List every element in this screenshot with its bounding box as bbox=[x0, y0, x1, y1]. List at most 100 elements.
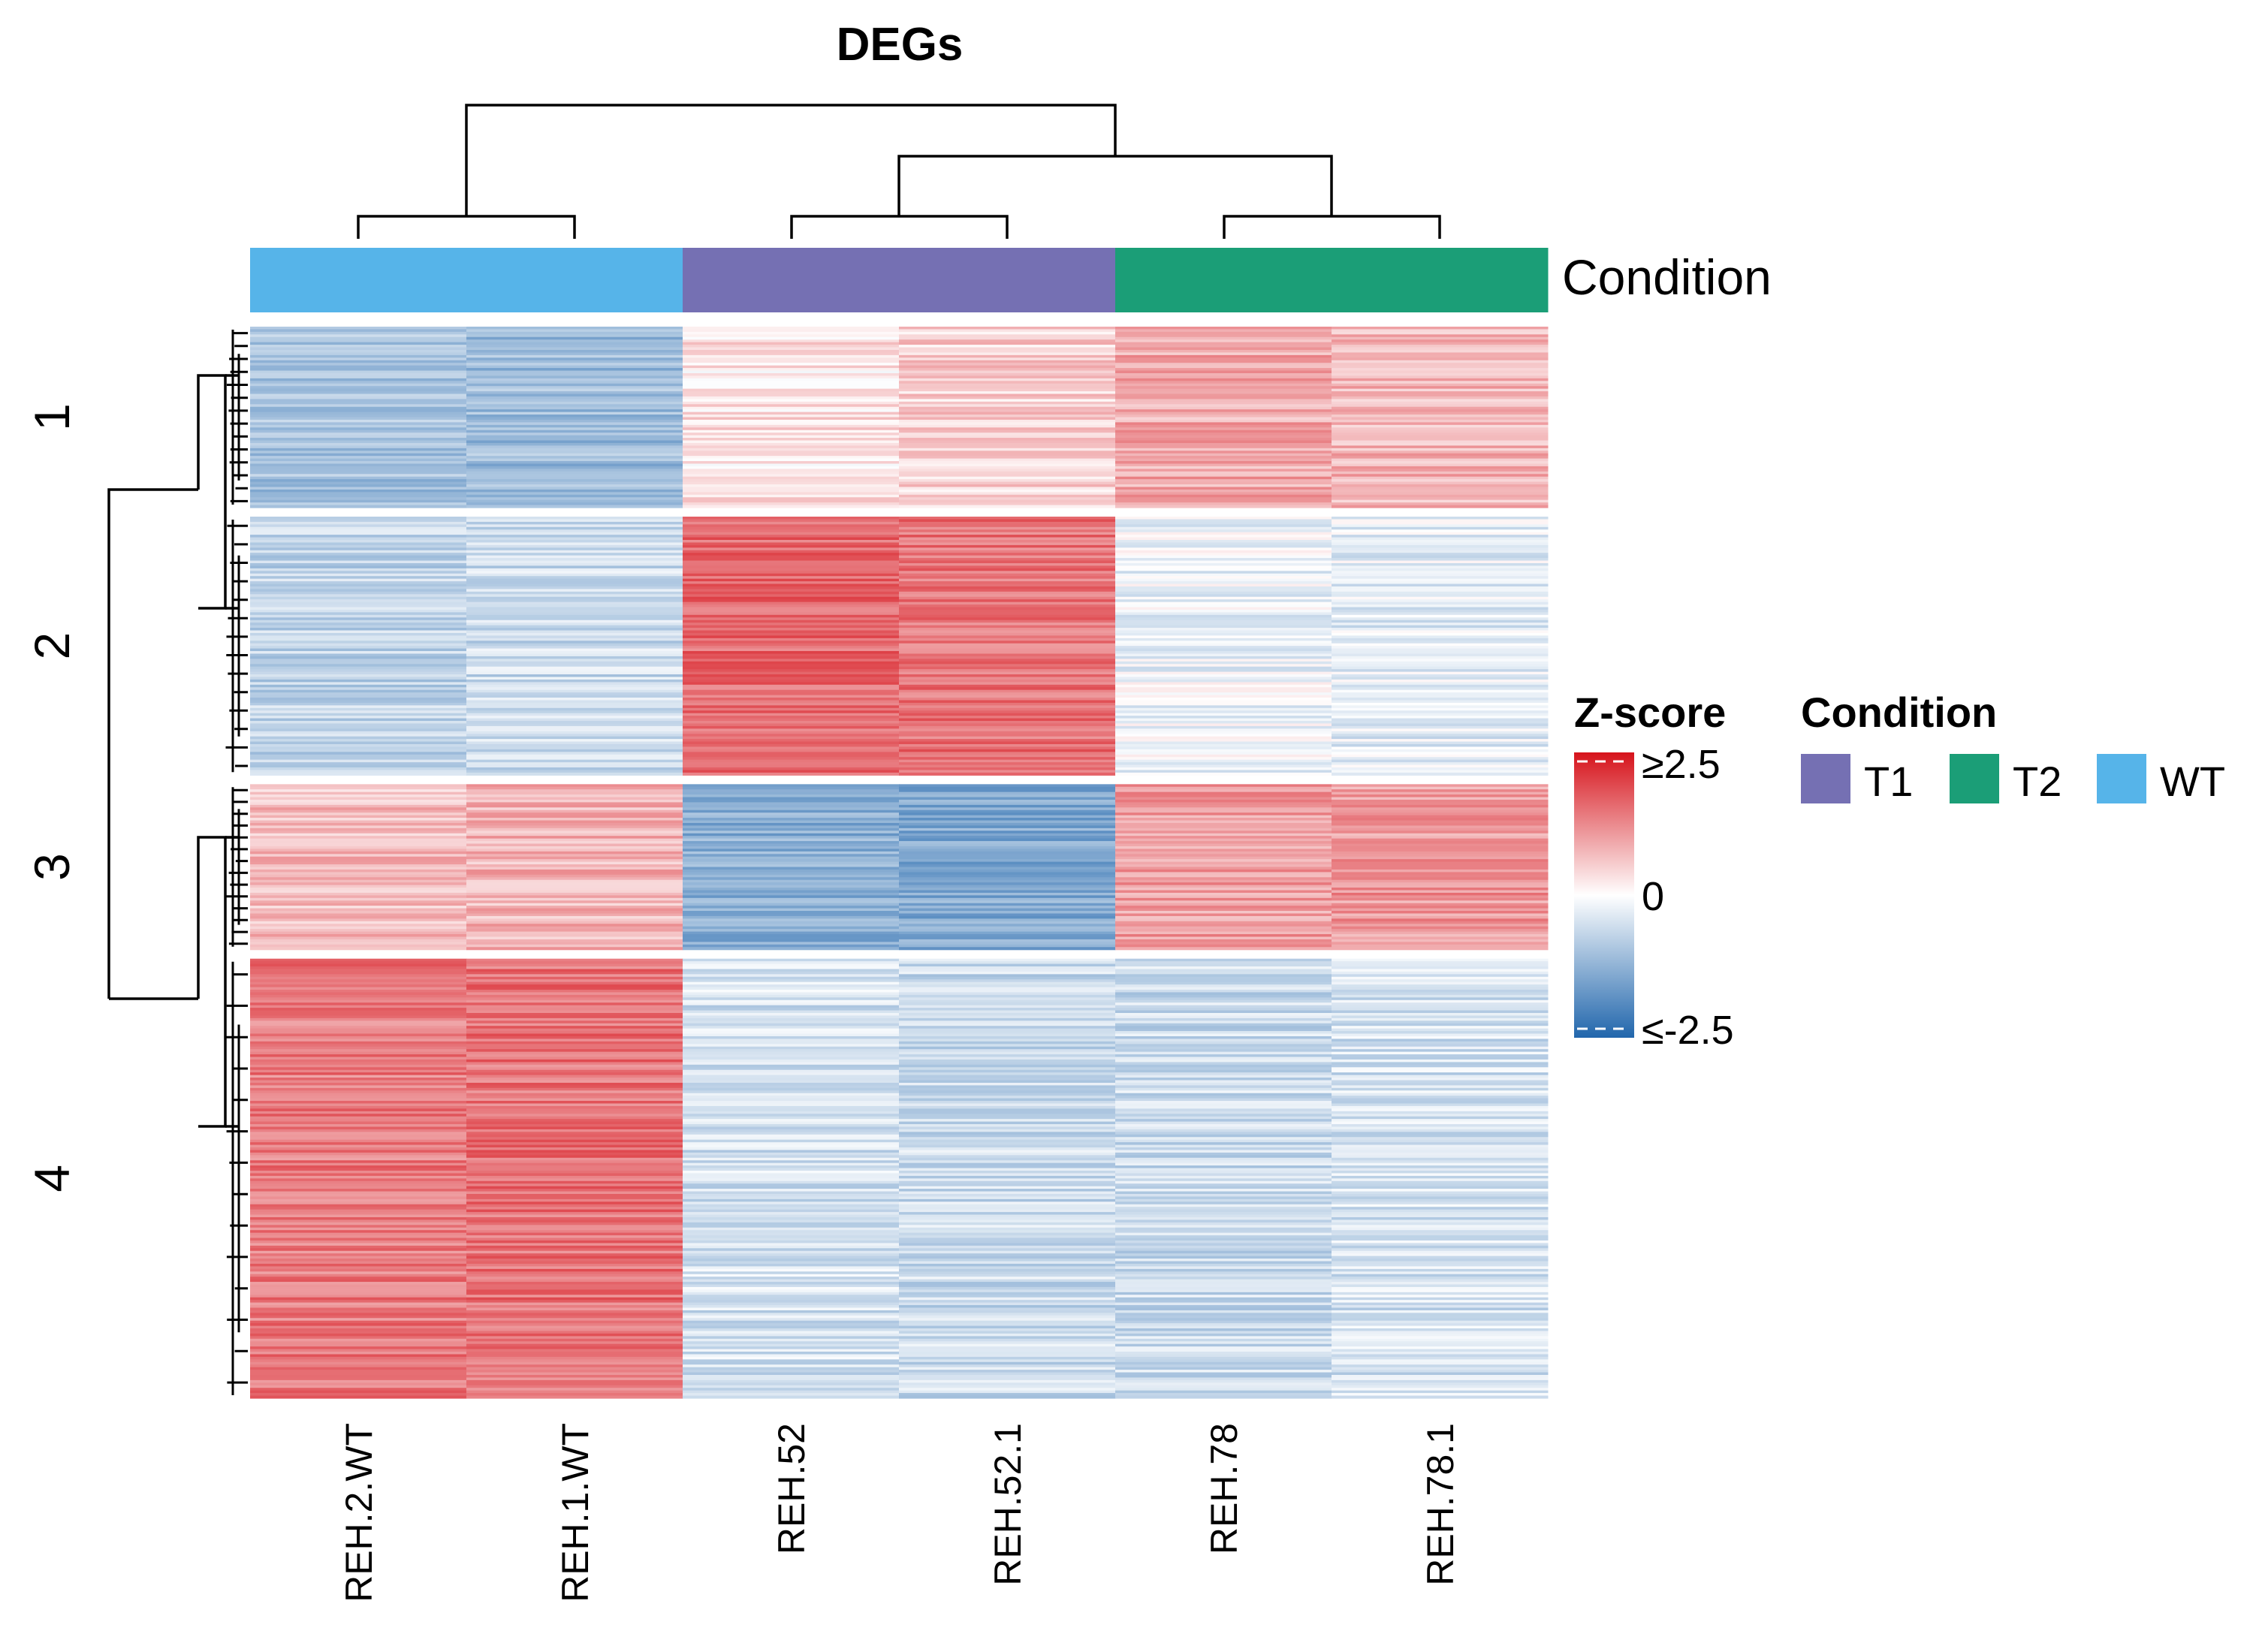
heatmap-cell bbox=[250, 1157, 467, 1161]
heatmap-cell bbox=[683, 1126, 900, 1130]
heatmap-cell bbox=[466, 327, 683, 330]
heatmap-cell bbox=[466, 1194, 683, 1198]
heatmap-cell bbox=[683, 646, 900, 650]
heatmap-cell bbox=[1332, 1346, 1549, 1350]
heatmap-cell bbox=[1332, 664, 1549, 668]
heatmap-cell bbox=[466, 502, 683, 506]
heatmap-cell bbox=[899, 404, 1116, 408]
heatmap-cell bbox=[1332, 535, 1549, 538]
heatmap-cell bbox=[1115, 1039, 1332, 1042]
heatmap-cell bbox=[683, 1393, 900, 1397]
heatmap-cell bbox=[1332, 1139, 1549, 1143]
heatmap-cell bbox=[899, 1370, 1116, 1373]
heatmap-cell bbox=[683, 1157, 900, 1161]
heatmap-cell bbox=[683, 1194, 900, 1198]
heatmap-cell bbox=[1332, 430, 1549, 433]
heatmap-cell bbox=[466, 336, 683, 340]
heatmap-cell bbox=[1332, 417, 1549, 421]
heatmap-cell bbox=[683, 365, 900, 369]
heatmap-cell bbox=[250, 1080, 467, 1084]
heatmap-cell bbox=[1332, 659, 1549, 662]
heatmap-cell bbox=[899, 1302, 1116, 1306]
heatmap-cell bbox=[899, 958, 1116, 962]
heatmap-cell bbox=[683, 906, 900, 909]
heatmap-cell bbox=[1115, 1219, 1332, 1223]
heatmap-cell bbox=[466, 1216, 683, 1221]
heatmap-cell bbox=[1332, 809, 1549, 813]
heatmap-cell bbox=[250, 1186, 467, 1189]
heatmap-cell bbox=[1115, 707, 1332, 711]
heatmap-cell bbox=[899, 913, 1116, 917]
heatmap-cell bbox=[250, 411, 467, 415]
heatmap-cell bbox=[466, 666, 683, 670]
heatmap-cell bbox=[250, 1031, 467, 1035]
heatmap-cell bbox=[1115, 1282, 1332, 1286]
heatmap-cell bbox=[1332, 329, 1549, 333]
heatmap-cell bbox=[1332, 918, 1549, 922]
heatmap-cell bbox=[1115, 854, 1332, 858]
heatmap-cell bbox=[250, 841, 467, 845]
heatmap-cell bbox=[899, 1137, 1116, 1141]
heatmap-cell bbox=[250, 1015, 467, 1019]
heatmap-cell bbox=[466, 1036, 683, 1040]
heatmap-cell bbox=[899, 746, 1116, 750]
heatmap-cell bbox=[1115, 1134, 1332, 1138]
heatmap-cell bbox=[1332, 1152, 1549, 1156]
heatmap-cell bbox=[250, 1036, 467, 1040]
heatmap-cell bbox=[683, 334, 900, 338]
heatmap-cell bbox=[250, 799, 467, 803]
heatmap-cell bbox=[1115, 345, 1332, 348]
heatmap-cell bbox=[466, 1119, 683, 1123]
heatmap-cell bbox=[899, 1201, 1116, 1205]
heatmap-cell bbox=[683, 623, 900, 626]
heatmap-cell bbox=[466, 772, 683, 776]
heatmap-cell bbox=[250, 1352, 467, 1355]
heatmap-cell bbox=[1332, 963, 1549, 967]
heatmap-cell bbox=[466, 625, 683, 629]
heatmap-cell bbox=[1115, 1277, 1332, 1280]
heatmap-cell bbox=[899, 1320, 1116, 1324]
heatmap-cell bbox=[683, 1263, 900, 1267]
heatmap-cell bbox=[250, 1390, 467, 1394]
heatmap-cell bbox=[466, 1008, 683, 1011]
heatmap-cell bbox=[1332, 721, 1549, 725]
heatmap-cell bbox=[1332, 1180, 1549, 1184]
heatmap-cell bbox=[250, 1041, 467, 1045]
heatmap-cell bbox=[466, 499, 683, 503]
heatmap-cell bbox=[250, 1286, 467, 1290]
heatmap-cell bbox=[1332, 479, 1549, 483]
heatmap-cell bbox=[1115, 664, 1332, 668]
heatmap-cell bbox=[466, 354, 683, 358]
heatmap-cell bbox=[1332, 1132, 1549, 1135]
heatmap-cell bbox=[683, 897, 900, 901]
heatmap-cell bbox=[899, 1152, 1116, 1156]
heatmap-cell bbox=[899, 1101, 1116, 1105]
heatmap-cell bbox=[1115, 550, 1332, 553]
heatmap-cell bbox=[250, 1292, 467, 1295]
heatmap-cell bbox=[250, 807, 467, 811]
heatmap-cell bbox=[250, 406, 467, 410]
heatmap-cell bbox=[1332, 1124, 1549, 1128]
heatmap-cell bbox=[250, 1139, 467, 1143]
heatmap-cell bbox=[683, 526, 900, 530]
heatmap-cell bbox=[1115, 1274, 1332, 1277]
heatmap-cell bbox=[1332, 550, 1549, 553]
heatmap-cell bbox=[1332, 1372, 1549, 1376]
heatmap-cell bbox=[466, 1171, 683, 1174]
heatmap-cell bbox=[466, 846, 683, 849]
heatmap-cell bbox=[1115, 1336, 1332, 1340]
heatmap-cell bbox=[1115, 689, 1332, 693]
heatmap-cell bbox=[683, 786, 900, 790]
heatmap-cell bbox=[1332, 1041, 1549, 1045]
heatmap-cell bbox=[250, 984, 467, 988]
heatmap-cell bbox=[899, 489, 1116, 493]
heatmap-cell bbox=[466, 461, 683, 465]
heatmap-cell bbox=[899, 818, 1116, 821]
heatmap-cell bbox=[250, 365, 467, 369]
heatmap-cell bbox=[683, 422, 900, 426]
heatmap-cell bbox=[1115, 1082, 1332, 1086]
heatmap-cell bbox=[1115, 1388, 1332, 1391]
heatmap-cell bbox=[250, 958, 467, 962]
heatmap-cell bbox=[899, 903, 1116, 906]
heatmap-cell bbox=[1332, 838, 1549, 842]
